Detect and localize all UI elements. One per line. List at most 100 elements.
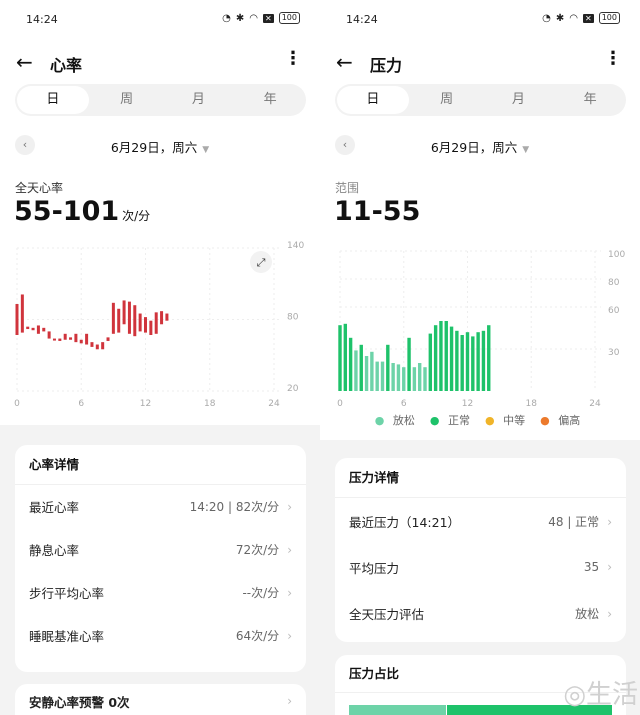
y-tick-label: 80: [608, 278, 620, 288]
heart-details-card: 心率详情 最近心率 14:20 | 82次/分 › 静息心率 72次/分 › 步行平均心率 -…: [15, 445, 306, 672]
x-tick-label: 6: [78, 399, 84, 409]
detail-row[interactable]: 全天压力评估 放松 ›: [335, 590, 626, 636]
date-picker[interactable]: 6月29日，周六 ▼: [320, 137, 640, 156]
more-options-button[interactable]: ⋮: [284, 48, 302, 69]
chevron-right-icon: ›: [287, 543, 292, 557]
detail-label: 最近心率: [29, 500, 80, 515]
detail-value: 48 | 正常: [548, 514, 600, 529]
alert-label: 安静心率预警 0次: [29, 694, 130, 710]
previous-day-button[interactable]: ‹: [15, 135, 35, 155]
detail-value: 放松: [575, 606, 600, 621]
detail-row[interactable]: 睡眠基准心率 64次/分 ›: [15, 614, 306, 657]
y-tick-label: 140: [287, 241, 304, 251]
y-tick-label: 20: [287, 384, 299, 394]
detail-label: 全天压力评估: [349, 606, 425, 622]
date-picker[interactable]: 6月29日，周六 ▼: [0, 137, 320, 156]
legend-item: ● 偏高: [540, 414, 581, 427]
page-title: 压力: [370, 56, 403, 75]
x-tick-label: 0: [14, 399, 20, 409]
more-options-button[interactable]: ⋮: [604, 48, 622, 69]
ratio-normal: [446, 705, 612, 715]
x-tick-label: 24: [589, 399, 601, 409]
heart-rate-bar: [144, 317, 147, 333]
stress-bar: [348, 337, 353, 391]
heart-rate-bar: [165, 313, 169, 321]
detail-row[interactable]: 静息心率 72次/分 ›: [15, 528, 306, 571]
heart-rate-bar: [26, 326, 30, 330]
heart-rate-bar: [58, 338, 62, 341]
detail-row[interactable]: 最近压力（14:21） 48 | 正常 ›: [335, 498, 626, 544]
speed-icon: ◔: [542, 12, 551, 24]
detail-label: 平均压力: [349, 560, 400, 576]
heart-rate-bar: [117, 308, 121, 333]
stress-range: 11-55: [334, 196, 421, 227]
y-tick-label: 80: [287, 313, 299, 323]
heart-rate-bar: [149, 320, 153, 335]
heart-rate-bar: [106, 337, 110, 341]
stress-bar: [380, 361, 385, 391]
stress-bar: [428, 333, 433, 391]
stress-bar: [487, 325, 491, 391]
detail-value: --次/分: [242, 586, 280, 600]
back-button[interactable]: ←: [336, 50, 353, 74]
heart-rate-bar: [111, 302, 115, 334]
stress-bar: [407, 337, 411, 391]
tab-day[interactable]: 日: [17, 86, 89, 114]
tab-year[interactable]: 年: [583, 92, 597, 107]
dropdown-icon: ▼: [522, 145, 530, 155]
stress-bar: [439, 321, 443, 391]
y-tick-label: 100: [608, 250, 625, 260]
tab-week[interactable]: 周: [440, 92, 454, 107]
detail-value: 14:20 | 82次/分: [189, 500, 280, 514]
tab-month[interactable]: 月: [511, 92, 525, 107]
heart-rate-bar: [20, 294, 24, 333]
wifi-icon: ◠: [249, 12, 259, 24]
speed-icon: ◔: [222, 12, 231, 24]
resting-alert-card[interactable]: 安静心率预警 0次 ›: [15, 684, 306, 715]
detail-row[interactable]: 步行平均心率 --次/分 ›: [15, 571, 306, 614]
heart-rate-bar: [63, 333, 67, 340]
status-time: 14:24: [346, 13, 378, 26]
date-label: 6月29日，周六: [110, 140, 198, 155]
tab-month[interactable]: 月: [191, 92, 205, 107]
tab-week[interactable]: 周: [120, 92, 134, 107]
heart-rate-bar: [85, 333, 89, 345]
tab-year[interactable]: 年: [263, 92, 277, 107]
heart-rate-bar: [69, 337, 73, 340]
detail-value: 72次/分: [235, 543, 280, 557]
heart-rate-bar: [42, 327, 46, 332]
stress-bar: [465, 332, 470, 391]
card-title: 压力详情: [335, 458, 626, 498]
detail-row[interactable]: 平均压力 35 ›: [335, 544, 626, 590]
heart-rate-bar: [122, 300, 126, 325]
sim-icon: ✕: [263, 13, 274, 23]
expand-button[interactable]: [250, 251, 272, 273]
chart-legend: ● 放松 ● 正常 ● 中等 ● 偏高: [320, 412, 640, 428]
date-label: 6月29日，周六: [430, 140, 518, 155]
stress-bar: [412, 367, 417, 391]
legend-item: ● 放松: [374, 414, 415, 427]
heart-rate-screen: 14:24 ◔ ✱ ◠ ✕ 100 ← 心率 ⋮ 日 周 月 年 ‹ 6月29日，周六 ▼…: [0, 12, 320, 715]
heart-rate-bar: [90, 342, 94, 347]
x-tick-label: 18: [526, 399, 538, 409]
x-tick-label: 12: [462, 399, 473, 409]
previous-day-button[interactable]: ‹: [335, 135, 355, 155]
summary-label: 范围: [335, 181, 360, 195]
chevron-right-icon: ›: [607, 514, 612, 529]
heart-rate-bar: [133, 305, 137, 337]
back-button[interactable]: ←: [16, 50, 33, 74]
stress-ratio-card: 压力占比: [335, 655, 626, 715]
detail-row[interactable]: 最近心率 14:20 | 82次/分 ›: [15, 485, 306, 528]
stress-bar: [471, 336, 475, 391]
y-tick-label: 60: [608, 306, 620, 316]
tab-day[interactable]: 日: [337, 86, 409, 114]
x-tick-label: 12: [140, 399, 151, 409]
heart-rate-bar: [52, 338, 56, 341]
status-time: 14:24: [26, 13, 58, 26]
stress-details-card: 压力详情 最近压力（14:21） 48 | 正常 › 平均压力 35 › 全天压力评估 放松 ›: [335, 458, 626, 642]
legend-item: ● 正常: [429, 414, 470, 427]
chevron-right-icon: ›: [607, 560, 612, 574]
stress-bar: [433, 325, 438, 391]
stress-bar: [343, 323, 348, 391]
bluetooth-icon: ✱: [235, 12, 245, 24]
